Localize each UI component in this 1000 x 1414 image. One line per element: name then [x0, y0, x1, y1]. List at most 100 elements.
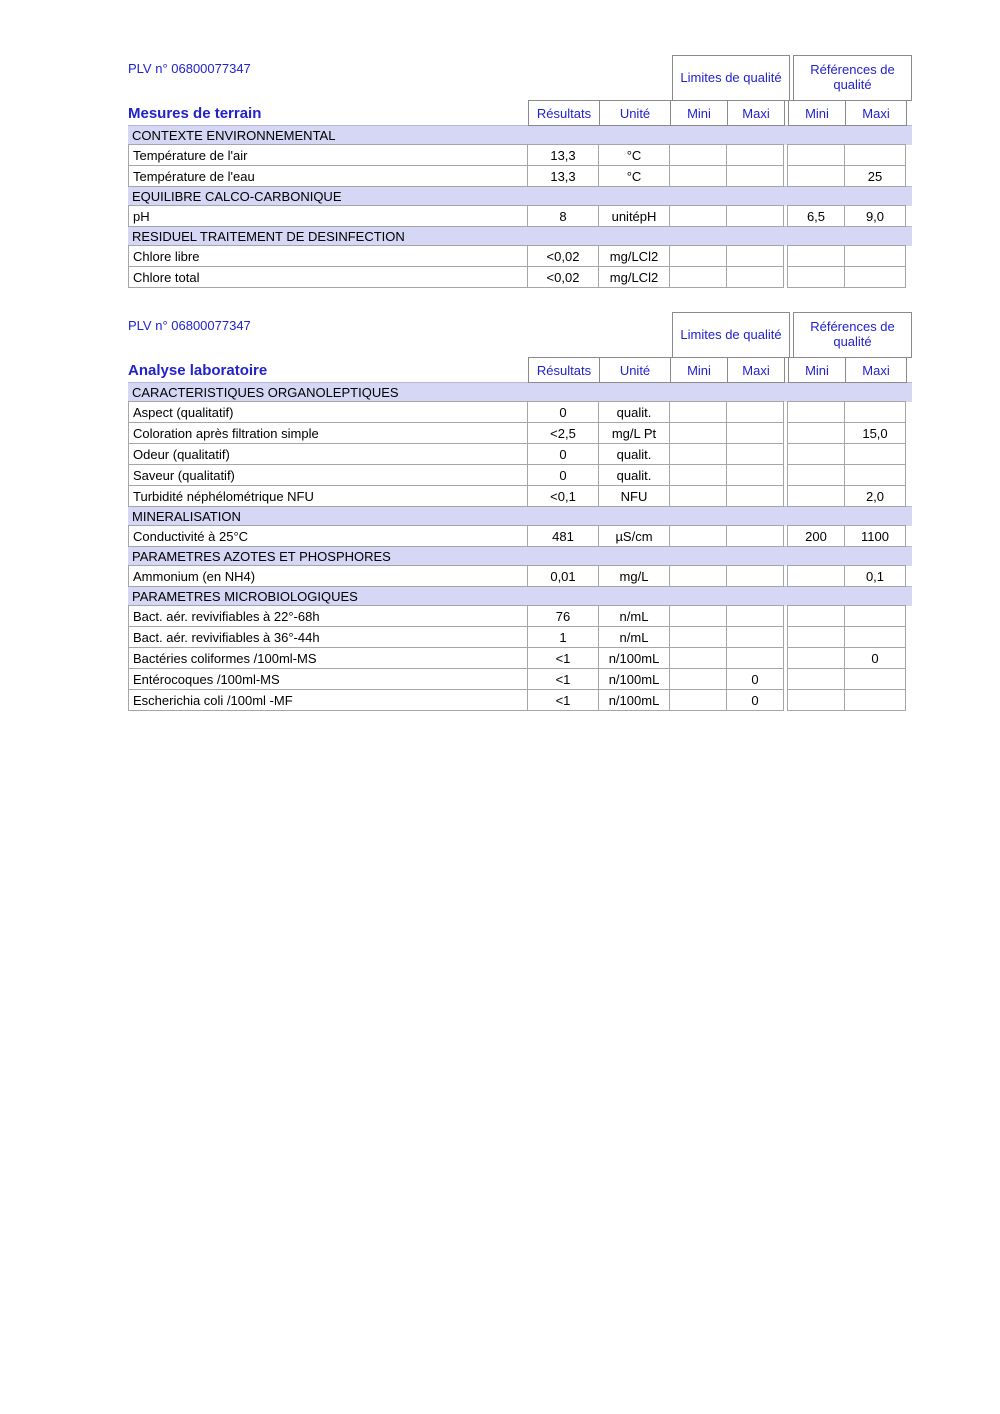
reference-maxi-value — [844, 443, 906, 465]
result-value: 0 — [527, 464, 599, 486]
unit-value: µS/cm — [598, 525, 670, 547]
unit-value: n/100mL — [598, 668, 670, 690]
limite-mini-value — [669, 485, 727, 507]
plv-number: PLV n° 06800077347 — [128, 61, 251, 76]
limite-mini-value — [669, 245, 727, 267]
limite-maxi-value — [726, 626, 784, 648]
param-label: Escherichia coli /100ml -MF — [128, 689, 528, 711]
limite-maxi-value — [726, 165, 784, 187]
reference-maxi-value: 1100 — [844, 525, 906, 547]
reference-maxi-value — [844, 266, 906, 288]
reference-maxi-value — [844, 689, 906, 711]
references-group-header: Références de qualité — [793, 312, 912, 358]
section-label: CONTEXTE ENVIRONNEMENTAL — [132, 128, 336, 143]
reference-maxi-value — [844, 144, 906, 166]
param-label: Chlore libre — [128, 245, 528, 267]
reference-mini-value — [787, 144, 845, 166]
table-row: Température de l'air 13,3 °C — [128, 144, 912, 166]
col-header-maxi-limites: Maxi — [727, 357, 785, 383]
param-label: Conductivité à 25°C — [128, 525, 528, 547]
section-row: RESIDUEL TRAITEMENT DE DESINFECTION — [128, 226, 912, 246]
column-header-row: Mesures de terrain Résultats Unité Mini Maxi… — [128, 100, 912, 126]
limite-mini-value — [669, 525, 727, 547]
col-header-mini-limites: Mini — [670, 100, 728, 126]
plv-area: PLV n° 06800077347 — [128, 312, 672, 358]
param-label: Chlore total — [128, 266, 528, 288]
section-row: EQUILIBRE CALCO-CARBONIQUE — [128, 186, 912, 206]
unit-value: unitépH — [598, 205, 670, 227]
section-label: EQUILIBRE CALCO-CARBONIQUE — [132, 189, 342, 204]
col-header-maxi-references: Maxi — [845, 357, 907, 383]
limite-maxi-value — [726, 144, 784, 166]
column-header-row: Analyse laboratoire Résultats Unité Mini Max… — [128, 357, 912, 383]
unit-value: NFU — [598, 485, 670, 507]
table-row: Saveur (qualitatif) 0 qualit. — [128, 464, 912, 486]
param-label: Coloration après filtration simple — [128, 422, 528, 444]
param-label: Aspect (qualitatif) — [128, 401, 528, 423]
reference-mini-value — [787, 689, 845, 711]
section-row: CONTEXTE ENVIRONNEMENTAL — [128, 125, 912, 145]
section-label: PARAMETRES MICROBIOLOGIQUES — [132, 589, 358, 604]
result-value: 8 — [527, 205, 599, 227]
reference-maxi-value — [844, 605, 906, 627]
limite-mini-value — [669, 605, 727, 627]
param-label: Entérocoques /100ml-MS — [128, 668, 528, 690]
references-group-header: Références de qualité — [793, 55, 912, 101]
result-value: <1 — [527, 689, 599, 711]
param-label: Ammonium (en NH4) — [128, 565, 528, 587]
limite-maxi-value: 0 — [726, 668, 784, 690]
section-row: PARAMETRES MICROBIOLOGIQUES — [128, 586, 912, 606]
param-label: Bact. aér. revivifiables à 22°-68h — [128, 605, 528, 627]
reference-mini-value — [787, 647, 845, 669]
param-label: pH — [128, 205, 528, 227]
table-row: pH 8 unitépH 6,5 9,0 — [128, 205, 912, 227]
limite-maxi-value — [726, 266, 784, 288]
reference-maxi-value: 0 — [844, 647, 906, 669]
reference-maxi-value: 25 — [844, 165, 906, 187]
plv-area: PLV n° 06800077347 — [128, 55, 672, 101]
limite-mini-value — [669, 422, 727, 444]
table-row: Escherichia coli /100ml -MF <1 n/100mL 0 — [128, 689, 912, 711]
reference-mini-value: 200 — [787, 525, 845, 547]
limite-maxi-value — [726, 485, 784, 507]
table-row: Chlore libre <0,02 mg/LCl2 — [128, 245, 912, 267]
reference-maxi-value: 9,0 — [844, 205, 906, 227]
reference-mini-value — [787, 626, 845, 648]
col-header-maxi-limites: Maxi — [727, 100, 785, 126]
reference-mini-value — [787, 422, 845, 444]
col-header-mini-references: Mini — [788, 357, 846, 383]
col-header-mini-limites: Mini — [670, 357, 728, 383]
table-row: Température de l'eau 13,3 °C 25 — [128, 165, 912, 187]
result-value: 76 — [527, 605, 599, 627]
limite-maxi-value — [726, 401, 784, 423]
reference-maxi-value: 2,0 — [844, 485, 906, 507]
limites-group-header: Limites de qualité — [672, 55, 790, 101]
result-value: <0,02 — [527, 245, 599, 267]
table-row: Entérocoques /100ml-MS <1 n/100mL 0 — [128, 668, 912, 690]
reference-maxi-value — [844, 245, 906, 267]
section-label: MINERALISATION — [132, 509, 241, 524]
col-header-mini-references: Mini — [788, 100, 846, 126]
table-row: Bactéries coliformes /100ml-MS <1 n/100mL 0 — [128, 647, 912, 669]
limites-group-header: Limites de qualité — [672, 312, 790, 358]
limite-mini-value — [669, 626, 727, 648]
limite-maxi-value — [726, 443, 784, 465]
col-header-resultats: Résultats — [528, 357, 600, 383]
col-header-maxi-references: Maxi — [845, 100, 907, 126]
reference-mini-value — [787, 485, 845, 507]
unit-value: mg/L Pt — [598, 422, 670, 444]
limite-mini-value — [669, 205, 727, 227]
section-label: PARAMETRES AZOTES ET PHOSPHORES — [132, 549, 391, 564]
reference-mini-value — [787, 401, 845, 423]
col-header-resultats: Résultats — [528, 100, 600, 126]
result-value: <1 — [527, 647, 599, 669]
limite-maxi-value: 0 — [726, 689, 784, 711]
reference-maxi-value: 0,1 — [844, 565, 906, 587]
result-value: 0 — [527, 443, 599, 465]
unit-value: n/mL — [598, 626, 670, 648]
unit-value: qualit. — [598, 464, 670, 486]
table-row: Aspect (qualitatif) 0 qualit. — [128, 401, 912, 423]
table-row: Conductivité à 25°C 481 µS/cm 200 1100 — [128, 525, 912, 547]
limite-mini-value — [669, 165, 727, 187]
limite-maxi-value — [726, 525, 784, 547]
